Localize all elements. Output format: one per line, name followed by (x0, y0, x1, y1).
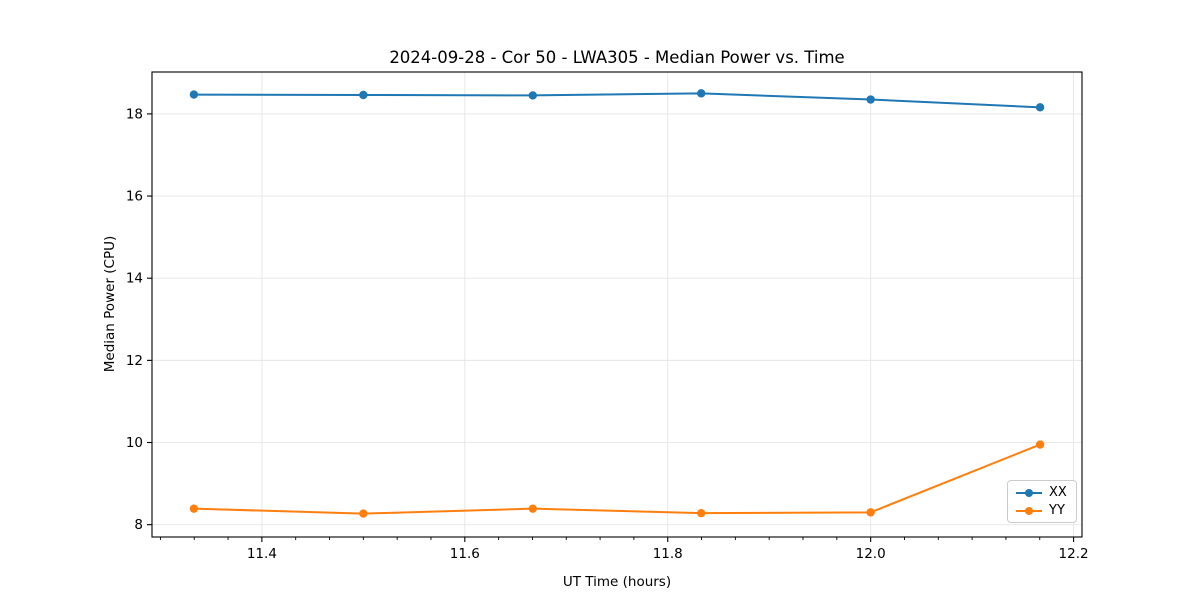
legend-item-yy: YY (1016, 504, 1067, 517)
legend-label: YY (1049, 503, 1065, 518)
svg-text:10: 10 (126, 435, 143, 451)
svg-text:11.8: 11.8 (653, 546, 683, 562)
svg-text:12.2: 12.2 (1059, 546, 1089, 562)
svg-text:16: 16 (126, 189, 143, 205)
legend-label: XX (1049, 485, 1067, 500)
legend-line-marker-icon (1016, 488, 1042, 497)
x-axis-label: UT Time (hours) (562, 574, 672, 590)
y-axis-label: Median Power (CPU) (102, 235, 118, 373)
legend-item-xx: XX (1016, 486, 1067, 499)
chart-title: 2024-09-28 - Cor 50 - LWA305 - Median Po… (389, 48, 845, 67)
svg-text:18: 18 (126, 106, 143, 122)
svg-text:11.6: 11.6 (450, 546, 480, 562)
svg-text:14: 14 (126, 271, 143, 287)
svg-text:11.4: 11.4 (247, 546, 277, 562)
legend: XX YY (1007, 480, 1077, 523)
legend-line-marker-icon (1016, 506, 1042, 515)
svg-text:12: 12 (126, 353, 143, 369)
svg-text:12.0: 12.0 (856, 546, 886, 562)
svg-text:8: 8 (134, 517, 143, 533)
